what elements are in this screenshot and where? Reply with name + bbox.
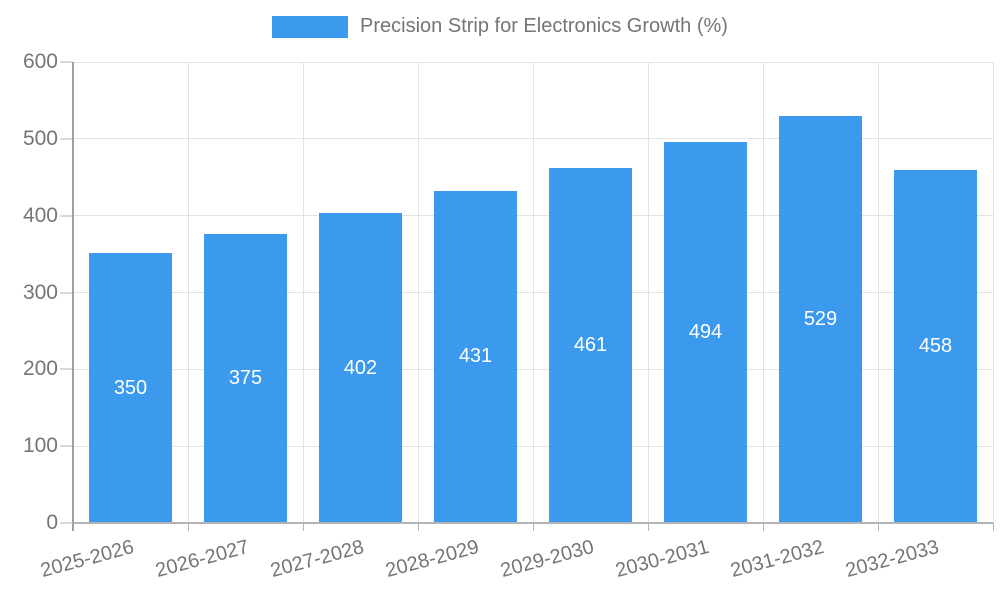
gridline-vertical: [762, 62, 764, 523]
bar-value-label: 461: [573, 333, 608, 356]
gridline-vertical: [302, 62, 304, 523]
y-axis-tick: [60, 368, 73, 371]
x-axis-tick: [647, 523, 649, 531]
bar: 529: [779, 115, 862, 522]
bar-value-label: 529: [803, 307, 838, 330]
x-axis-tick-label: 2027-2028: [268, 536, 367, 583]
legend-label: Precision Strip for Electronics Growth (…: [360, 15, 728, 37]
x-axis-tick: [877, 523, 879, 531]
x-axis-tick: [532, 523, 534, 531]
y-axis-tick: [60, 522, 73, 524]
x-axis-tick: [762, 523, 764, 531]
x-axis-tick-label: 2026-2027: [153, 536, 252, 583]
bar-value-label: 402: [343, 356, 378, 379]
gridline-vertical: [187, 62, 189, 523]
x-axis-tick-label: 2032-2033: [843, 536, 942, 583]
x-axis-tick: [187, 523, 189, 531]
gridline-vertical: [992, 62, 994, 523]
plot-area: 0 100 200 300 400 500 600 350 375 402 431 461 494 529…: [23, 51, 994, 582]
bar: 458: [894, 170, 977, 522]
y-axis-tick: [60, 61, 73, 63]
y-axis-tick-label: 500: [22, 126, 58, 150]
y-axis-tick-label: 200: [22, 357, 58, 381]
bar-value-label: 350: [113, 376, 148, 399]
x-axis-tick-label: 2028-2029: [383, 536, 482, 583]
y-axis-tick: [60, 291, 73, 294]
bar: 494: [664, 142, 747, 522]
y-axis-tick-label: 0: [46, 511, 58, 534]
gridline-vertical: [647, 62, 649, 523]
gridline-vertical: [532, 62, 534, 523]
x-axis-tick-label: 2030-2031: [613, 536, 712, 583]
x-axis-tick: [302, 523, 304, 531]
gridline-vertical: [877, 62, 879, 523]
bar-value-label: 458: [918, 335, 953, 358]
x-axis-line: [73, 522, 993, 524]
x-axis-tick-label: 2025-2026: [38, 536, 137, 583]
bar: 402: [319, 213, 402, 522]
x-axis-tick: [417, 523, 419, 531]
bar-value-label: 375: [228, 366, 263, 389]
bar: 375: [204, 233, 287, 522]
y-axis-tick-label: 400: [22, 203, 58, 227]
x-axis-tick-label: 2029-2030: [498, 536, 597, 583]
y-axis-tick: [60, 214, 73, 217]
legend[interactable]: Precision Strip for Electronics Growth (…: [0, 15, 1000, 38]
x-axis-tick-label: 2031-2032: [728, 536, 827, 583]
y-axis-tick-label: 300: [22, 280, 58, 304]
gridline-vertical: [417, 62, 419, 523]
legend-swatch: [272, 15, 349, 38]
bar: 350: [89, 253, 172, 522]
y-axis-tick-label: 600: [22, 50, 58, 73]
y-axis-line: [72, 62, 74, 531]
bar-value-label: 431: [458, 345, 493, 368]
bar: 461: [549, 167, 632, 522]
x-axis-tick: [992, 523, 994, 531]
bar: 431: [434, 190, 517, 522]
y-axis-tick-label: 100: [22, 434, 58, 458]
y-axis-tick: [60, 445, 73, 448]
y-axis-tick: [60, 137, 73, 140]
bar-value-label: 494: [688, 321, 723, 344]
